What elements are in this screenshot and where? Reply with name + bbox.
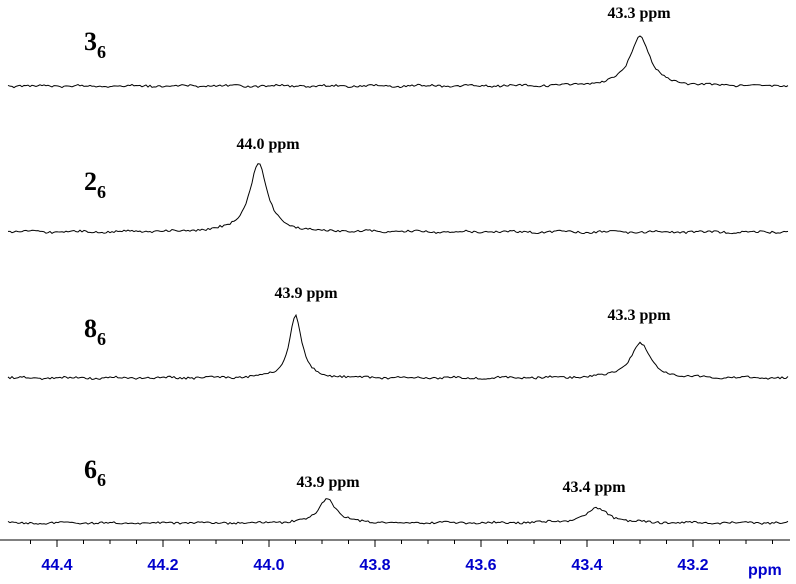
sample-label: 86	[84, 314, 106, 349]
peak-label: 43.4 ppm	[562, 479, 626, 496]
peak-label: 43.9 ppm	[296, 474, 360, 491]
spectrum-3-6: 43.3 ppm 36	[7, 5, 789, 89]
x-tick-label: 43.2	[677, 557, 708, 574]
spectrum-trace	[7, 163, 789, 235]
peak-label: 43.3 ppm	[607, 5, 671, 22]
peak-label: 44.0 ppm	[236, 136, 300, 153]
peak-label: 43.3 ppm	[607, 307, 671, 324]
spectrum-trace	[7, 498, 789, 525]
x-axis-label: ppm	[748, 562, 782, 579]
spectrum-6-6: 43.9 ppm 43.4 ppm 66	[7, 455, 789, 525]
spectrum-trace	[7, 313, 789, 381]
x-tick-label: 44.4	[41, 557, 72, 574]
x-tick-label: 43.4	[571, 557, 602, 574]
sample-label: 36	[84, 27, 106, 62]
spectrum-8-6: 43.9 ppm 43.3 ppm 86	[7, 285, 789, 381]
x-tick-label: 43.6	[465, 557, 496, 574]
sample-label: 66	[84, 455, 106, 490]
spectrum-2-6: 44.0 ppm 26	[7, 136, 789, 235]
x-tick-label: 44.0	[253, 557, 284, 574]
sample-label: 26	[84, 167, 106, 202]
peak-label: 43.9 ppm	[274, 285, 338, 302]
x-axis-ticks: 44.4 44.2 44.0 43.8 43.6 43.4 43.2	[30, 540, 773, 574]
x-tick-label: 43.8	[359, 557, 390, 574]
x-axis: 44.4 44.2 44.0 43.8 43.6 43.4 43.2 ppm	[0, 539, 790, 579]
spectrum-trace	[7, 35, 789, 89]
x-tick-label: 44.2	[147, 557, 178, 574]
